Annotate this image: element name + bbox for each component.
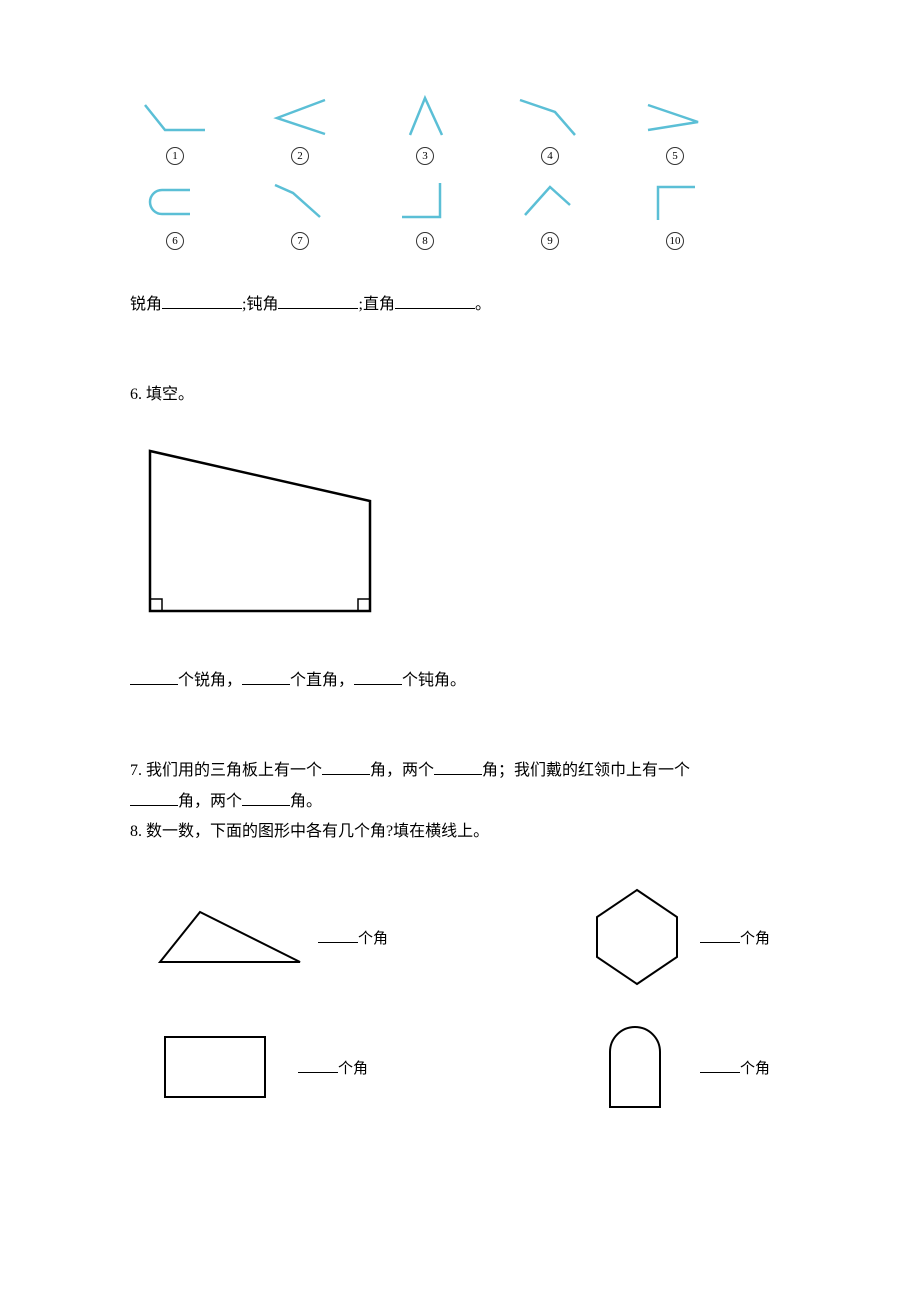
q6-heading: 6. 填空。 — [130, 380, 790, 410]
angle-1: 1 — [140, 90, 210, 165]
obtuse-angle-icon — [140, 90, 210, 145]
q8-unit3: 个角 — [338, 1061, 368, 1077]
q5-end: 。 — [475, 296, 491, 313]
q7-blank1[interactable] — [322, 759, 370, 775]
q5-obtuse: 钝角 — [246, 296, 278, 313]
acute-angle-icon — [515, 175, 585, 230]
angle-7: 7 — [265, 175, 335, 250]
angle-row-1: 1 2 3 4 5 — [140, 90, 790, 165]
acute-angle-icon — [390, 90, 460, 145]
obtuse-angle-icon — [265, 175, 335, 230]
q8-blank-rect[interactable] — [298, 1058, 338, 1073]
q8-unit1: 个角 — [358, 931, 388, 947]
angle-8: 8 — [390, 175, 460, 250]
q5-line: 锐角;钝角;直角。 — [130, 290, 790, 320]
angle-row-2: 6 7 8 9 10 — [140, 175, 790, 250]
trapezoid-icon — [130, 431, 390, 631]
q8-hexagon-label: 个角 — [700, 927, 770, 948]
q5-right: 直角 — [363, 296, 395, 313]
q6-obtuse: 个钝角。 — [402, 672, 466, 689]
q7-2a: 角，两个 — [178, 793, 242, 810]
acute-angle-icon — [640, 90, 710, 145]
q8-unit4: 个角 — [740, 1061, 770, 1077]
q8-row1: 个角 个角 — [130, 882, 790, 992]
q7-1a: 7. 我们用的三角板上有一个 — [130, 762, 322, 779]
q6-fill-line: 个锐角， 个直角， 个钝角。 — [130, 666, 790, 696]
q8-row2: 个角 个角 — [130, 1017, 790, 1117]
rectangle-icon — [150, 1022, 290, 1112]
q5-blank-right[interactable] — [395, 293, 475, 309]
label-9: 9 — [541, 232, 559, 250]
angle-5: 5 — [640, 90, 710, 165]
angle-2: 2 — [265, 90, 335, 165]
q6-blank-obtuse[interactable] — [354, 669, 402, 685]
q7-blank3[interactable] — [130, 790, 178, 806]
q8-rectangle: 个角 — [150, 1017, 368, 1117]
obtuse-angle-icon — [515, 90, 585, 145]
label-7: 7 — [291, 232, 309, 250]
arch-icon — [590, 1017, 680, 1117]
q6-right: 个直角， — [290, 672, 354, 689]
angle-10: 10 — [640, 175, 710, 250]
angle-9: 9 — [515, 175, 585, 250]
q6-acute: 个锐角， — [178, 672, 242, 689]
q7-2b: 角。 — [290, 793, 322, 810]
q5-blank-obtuse[interactable] — [278, 293, 358, 309]
angle-3: 3 — [390, 90, 460, 165]
label-1: 1 — [166, 147, 184, 165]
q7-1c: 角；我们戴的红领巾上有一个 — [482, 762, 690, 779]
curve-icon — [140, 175, 210, 230]
label-2: 2 — [291, 147, 309, 165]
hexagon-icon — [582, 882, 692, 992]
q8-rectangle-label: 个角 — [298, 1057, 368, 1078]
q8-blank-tri[interactable] — [318, 928, 358, 943]
right-angle-icon — [390, 175, 460, 230]
right-angle-icon — [640, 175, 710, 230]
label-3: 3 — [416, 147, 434, 165]
q8-heading: 8. 数一数，下面的图形中各有几个角?填在横线上。 — [130, 817, 790, 847]
q8-triangle: 个角 — [150, 882, 388, 992]
q6-blank-acute[interactable] — [130, 669, 178, 685]
acute-angle-icon — [265, 90, 335, 145]
q5-blank-acute[interactable] — [162, 293, 242, 309]
q8-blank-arch[interactable] — [700, 1058, 740, 1073]
label-5: 5 — [666, 147, 684, 165]
label-4: 4 — [541, 147, 559, 165]
q5-acute: 锐角 — [130, 296, 162, 313]
triangle-icon — [150, 897, 310, 977]
q7-line1: 7. 我们用的三角板上有一个 角，两个 角；我们戴的红领巾上有一个 — [130, 756, 790, 786]
angle-4: 4 — [515, 90, 585, 165]
q8-arch: 个角 — [590, 1017, 770, 1117]
q7-1b: 角，两个 — [370, 762, 434, 779]
q8-unit2: 个角 — [740, 931, 770, 947]
label-6: 6 — [166, 232, 184, 250]
q7-blank4[interactable] — [242, 790, 290, 806]
label-10: 10 — [666, 232, 684, 250]
q7-line2: 角，两个 角。 — [130, 787, 790, 817]
q8-triangle-label: 个角 — [318, 927, 388, 948]
q8-blank-hex[interactable] — [700, 928, 740, 943]
q7-blank2[interactable] — [434, 759, 482, 775]
q8-hexagon: 个角 — [582, 882, 770, 992]
label-8: 8 — [416, 232, 434, 250]
q8-arch-label: 个角 — [700, 1057, 770, 1078]
q6-blank-right[interactable] — [242, 669, 290, 685]
angle-6: 6 — [140, 175, 210, 250]
